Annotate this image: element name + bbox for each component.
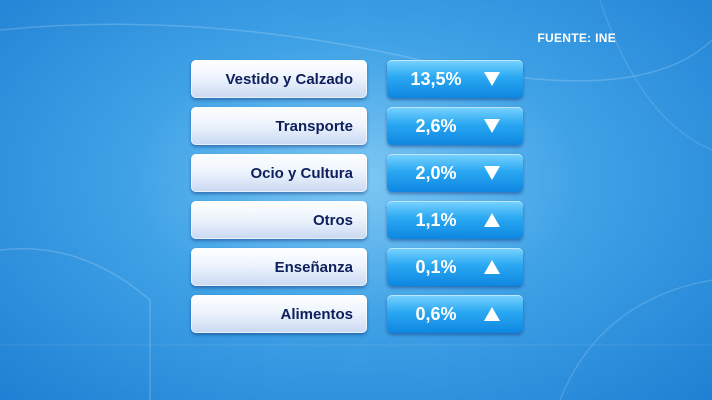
triangle-up-icon <box>484 213 500 227</box>
value-label: 1,1% <box>415 209 457 230</box>
value-box: 0,1% <box>387 248 523 286</box>
triangle-up-icon <box>484 260 500 274</box>
value-label: 0,6% <box>415 303 457 324</box>
inflation-table: Vestido y Calzado 13,5% Transporte 2,6% Ocio… <box>191 60 523 342</box>
value-label: 2,6% <box>415 115 457 136</box>
category-label: Ocio y Cultura <box>191 154 367 192</box>
triangle-down-icon <box>484 119 500 133</box>
triangle-down-icon <box>484 166 500 180</box>
table-row: Ocio y Cultura 2,0% <box>191 154 523 192</box>
table-row: Enseñanza 0,1% <box>191 248 523 286</box>
category-label: Otros <box>191 201 367 239</box>
table-row: Alimentos 0,6% <box>191 295 523 333</box>
value-box: 2,0% <box>387 154 523 192</box>
value-label: 0,1% <box>415 256 457 277</box>
value-label: 13,5% <box>410 68 462 89</box>
triangle-up-icon <box>484 307 500 321</box>
category-label: Alimentos <box>191 295 367 333</box>
category-label: Enseñanza <box>191 248 367 286</box>
value-box: 13,5% <box>387 60 523 98</box>
table-row: Otros 1,1% <box>191 201 523 239</box>
triangle-down-icon <box>484 72 500 86</box>
source-label: FUENTE: INE <box>537 31 616 45</box>
category-label: Transporte <box>191 107 367 145</box>
value-box: 0,6% <box>387 295 523 333</box>
value-box: 1,1% <box>387 201 523 239</box>
table-row: Vestido y Calzado 13,5% <box>191 60 523 98</box>
table-row: Transporte 2,6% <box>191 107 523 145</box>
value-box: 2,6% <box>387 107 523 145</box>
category-label: Vestido y Calzado <box>191 60 367 98</box>
value-label: 2,0% <box>415 162 457 183</box>
